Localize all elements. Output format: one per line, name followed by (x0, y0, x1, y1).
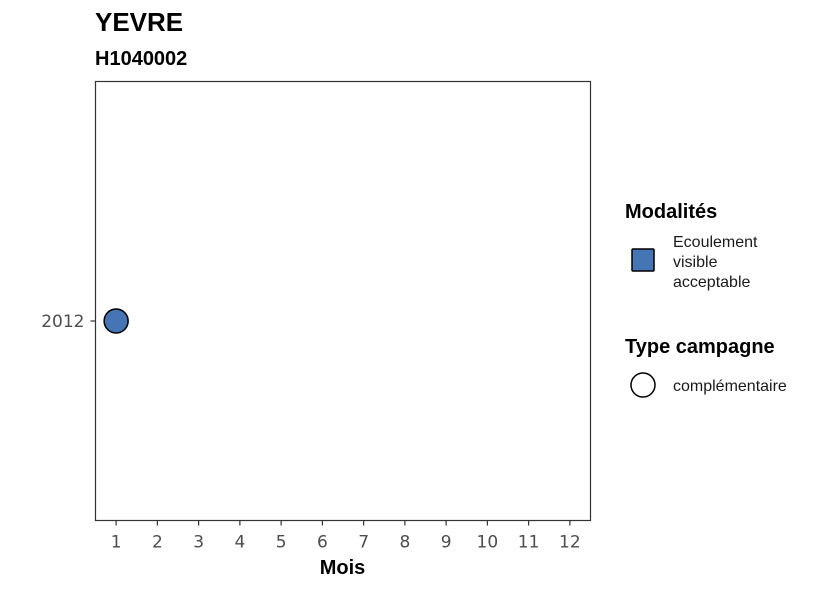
legend-type-campagne-label: complémentaire (673, 378, 787, 395)
legend-modalite-label-line-1: Ecoulement (673, 234, 758, 251)
y-axis: 2012 (41, 312, 96, 332)
data-point (103, 308, 129, 334)
x-tick-label: 11 (518, 533, 540, 553)
x-axis-title: Mois (320, 557, 366, 579)
chart-subtitle: H1040002 (95, 48, 187, 70)
legend-modalite-swatch (631, 248, 655, 272)
y-tick-label: 2012 (41, 312, 84, 332)
x-axis: 1 2 3 4 5 6 7 8 9 10 11 12 (111, 520, 581, 553)
x-tick-label: 7 (358, 533, 369, 553)
x-tick-label: 8 (399, 533, 410, 553)
legend-type-campagne-circle (630, 372, 656, 398)
legend-modalites-title: Modalités (625, 201, 717, 223)
x-tick-label: 3 (193, 533, 204, 553)
legend-modalite-label-line-2: visible (673, 254, 718, 271)
plot-panel (94, 80, 592, 522)
chart-title: YEVRE (95, 7, 183, 37)
x-tick-label: 1 (111, 533, 122, 553)
x-tick-label: 10 (477, 533, 499, 553)
x-tick-label: 2 (152, 533, 163, 553)
x-tick-label: 4 (234, 533, 245, 553)
legend-modalites: Modalités Ecoulement visible acceptable (625, 201, 758, 291)
x-tick-label: 6 (317, 533, 328, 553)
legend-modalite-label-line-3: acceptable (673, 274, 750, 291)
x-tick-label: 12 (559, 533, 581, 553)
x-tick-label: 9 (441, 533, 452, 553)
legend-type-campagne: Type campagne complémentaire (625, 336, 787, 398)
legend-type-campagne-title: Type campagne (625, 336, 775, 358)
x-tick-label: 5 (276, 533, 287, 553)
data-points (103, 308, 129, 334)
